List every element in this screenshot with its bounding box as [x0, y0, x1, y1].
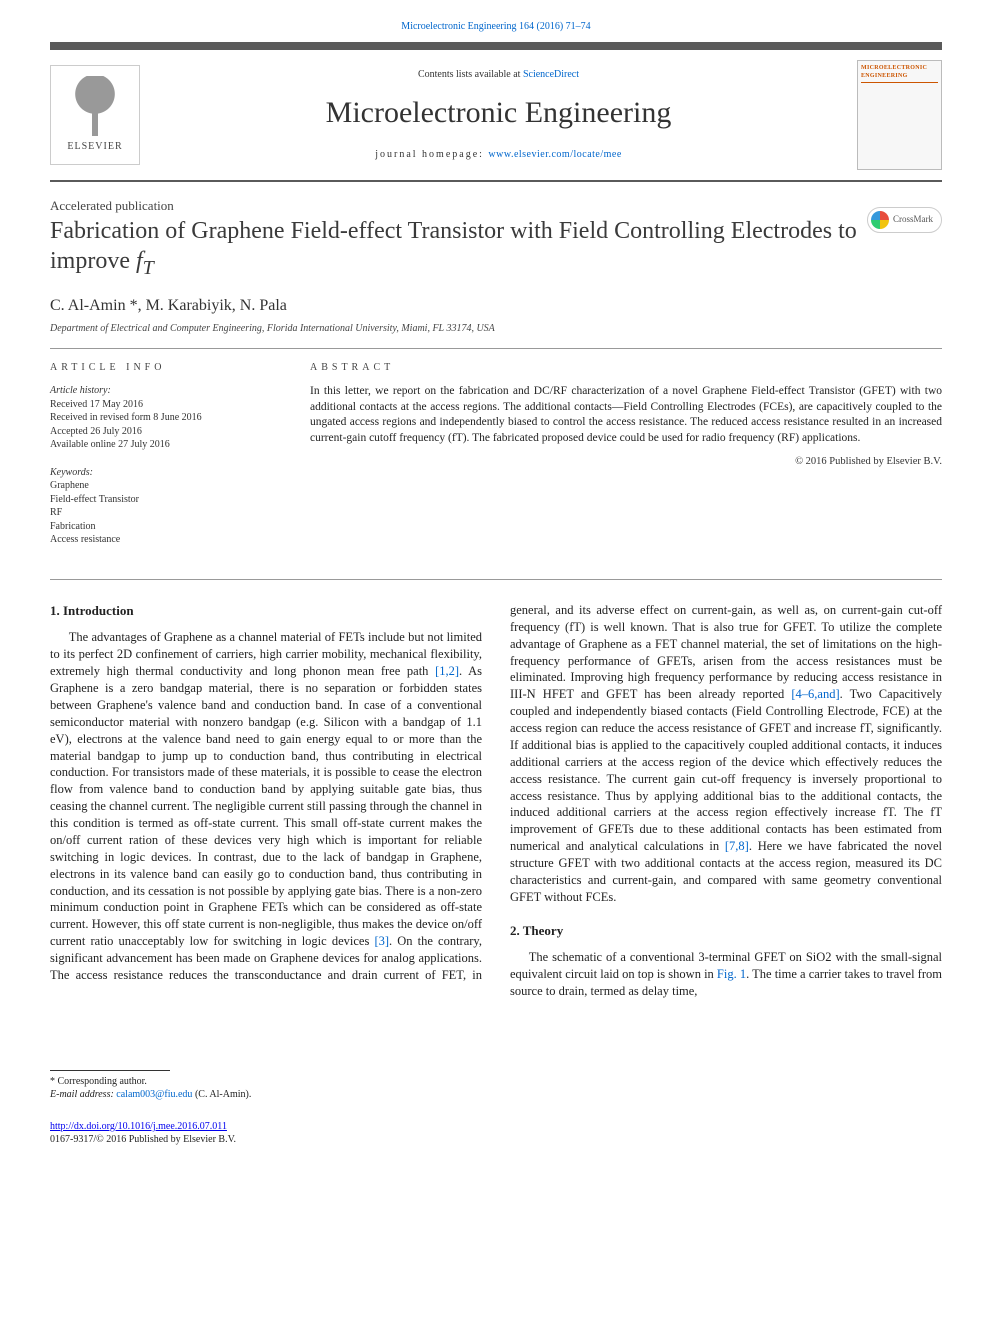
keyword: Access resistance — [50, 533, 280, 547]
elsevier-tree-icon — [70, 76, 120, 136]
title-text: Fabrication of Graphene Field-effect Tra… — [50, 218, 857, 274]
issn-line: 0167-9317/© 2016 Published by Elsevier B… — [50, 1133, 942, 1147]
article-header: CrossMark Accelerated publication Fabric… — [50, 197, 942, 336]
article-title: Fabrication of Graphene Field-effect Tra… — [50, 216, 942, 281]
keywords-label: Keywords: — [50, 466, 280, 480]
article-info-heading: ARTICLE INFO — [50, 361, 280, 375]
article-info-row: ARTICLE INFO Article history: Received 1… — [50, 348, 942, 580]
corresponding-author-footnote: * Corresponding author. E-mail address: … — [50, 1070, 942, 1102]
running-head-link[interactable]: Microelectronic Engineering 164 (2016) 7… — [401, 21, 590, 32]
citation-link[interactable]: [3] — [374, 934, 389, 948]
journal-name: Microelectronic Engineering — [140, 93, 857, 134]
running-head: Microelectronic Engineering 164 (2016) 7… — [50, 20, 942, 34]
figure-link[interactable]: Fig. 1 — [717, 967, 746, 981]
history-item: Available online 27 July 2016 — [50, 438, 280, 452]
elsevier-label: ELSEVIER — [67, 140, 122, 154]
article-info-left: ARTICLE INFO Article history: Received 1… — [50, 361, 280, 561]
homepage-link[interactable]: www.elsevier.com/locate/mee — [488, 149, 621, 160]
keywords-block: Keywords: Graphene Field-effect Transist… — [50, 466, 280, 547]
elsevier-logo: ELSEVIER — [50, 65, 140, 165]
body-columns: 1. Introduction The advantages of Graphe… — [50, 602, 942, 1000]
keyword: RF — [50, 506, 280, 520]
corresponding-label: * Corresponding author. — [50, 1075, 942, 1089]
keyword: Fabrication — [50, 520, 280, 534]
journal-header: ELSEVIER Contents lists available at Sci… — [50, 42, 942, 182]
abstract-text: In this letter, we report on the fabrica… — [310, 384, 942, 446]
doi-block: http://dx.doi.org/10.1016/j.mee.2016.07.… — [50, 1120, 942, 1147]
keyword: Field-effect Transistor — [50, 493, 280, 507]
email-link[interactable]: calam003@fiu.edu — [116, 1089, 192, 1100]
journal-cover-thumb: MICROELECTRONIC ENGINEERING — [857, 60, 942, 170]
doi-link[interactable]: http://dx.doi.org/10.1016/j.mee.2016.07.… — [50, 1121, 227, 1132]
text: . Two Capacitively coupled and independe… — [510, 687, 942, 853]
email-suffix: (C. Al-Amin). — [192, 1089, 251, 1100]
contents-prefix: Contents lists available at — [418, 69, 523, 80]
citation-link[interactable]: [1,2] — [435, 664, 459, 678]
publication-type: Accelerated publication — [50, 197, 942, 215]
history-item: Accepted 26 July 2016 — [50, 425, 280, 439]
crossmark-icon — [871, 211, 889, 229]
homepage-prefix: journal homepage: — [375, 149, 488, 160]
history-label: Article history: — [50, 384, 280, 398]
author-link[interactable]: C. Al-Amin *, M. Karabiyik, N. Pala — [50, 297, 287, 314]
citation-link[interactable]: [4–6,and] — [791, 687, 839, 701]
email-line: E-mail address: calam003@fiu.edu (C. Al-… — [50, 1088, 942, 1102]
crossmark-badge[interactable]: CrossMark — [867, 207, 942, 233]
article-history: Article history: Received 17 May 2016 Re… — [50, 384, 280, 452]
history-item: Received in revised form 8 June 2016 — [50, 411, 280, 425]
title-var-sub: T — [143, 257, 154, 279]
theory-paragraph: The schematic of a conventional 3-termin… — [510, 949, 942, 1000]
abstract-copyright: © 2016 Published by Elsevier B.V. — [310, 455, 942, 469]
affiliation: Department of Electrical and Computer En… — [50, 322, 942, 336]
title-var: fT — [136, 248, 154, 274]
citation-link[interactable]: [7,8] — [725, 839, 749, 853]
abstract-block: ABSTRACT In this letter, we report on th… — [310, 361, 942, 561]
text: . As Graphene is a zero bandgap material… — [50, 664, 482, 948]
sciencedirect-link[interactable]: ScienceDirect — [523, 69, 579, 80]
crossmark-label: CrossMark — [893, 213, 933, 225]
title-var-f: f — [136, 248, 143, 274]
header-center: Contents lists available at ScienceDirec… — [140, 68, 857, 162]
cover-thumb-title: MICROELECTRONIC ENGINEERING — [861, 64, 938, 83]
contents-line: Contents lists available at ScienceDirec… — [140, 68, 857, 82]
intro-paragraph: The advantages of Graphene as a channel … — [50, 602, 942, 1000]
section-heading-intro: 1. Introduction — [50, 602, 482, 620]
keyword: Graphene — [50, 479, 280, 493]
text: The advantages of Graphene as a channel … — [50, 630, 482, 678]
section-heading-theory: 2. Theory — [510, 922, 942, 940]
history-item: Received 17 May 2016 — [50, 398, 280, 412]
abstract-heading: ABSTRACT — [310, 361, 942, 375]
authors-line: C. Al-Amin *, M. Karabiyik, N. Pala — [50, 295, 942, 317]
text: devices — [332, 934, 375, 948]
homepage-line: journal homepage: www.elsevier.com/locat… — [140, 148, 857, 162]
email-label: E-mail address: — [50, 1089, 116, 1100]
footnote-rule — [50, 1070, 170, 1071]
